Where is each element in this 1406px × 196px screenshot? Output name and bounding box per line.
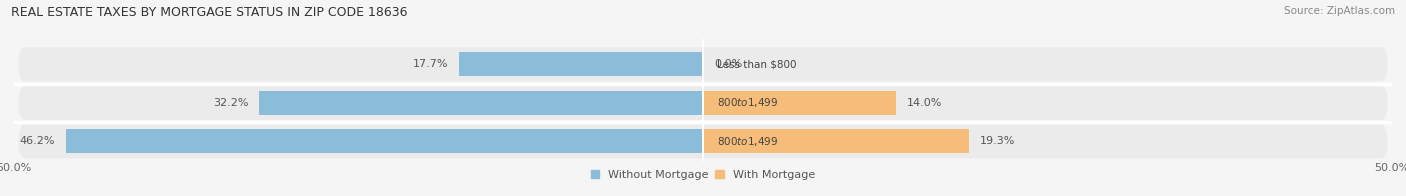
- Bar: [66, 130, 703, 153]
- Bar: [703, 91, 896, 115]
- Text: Less than $800: Less than $800: [717, 59, 796, 69]
- Text: $800 to $1,499: $800 to $1,499: [717, 135, 778, 148]
- Text: Source: ZipAtlas.com: Source: ZipAtlas.com: [1284, 6, 1395, 16]
- Text: 14.0%: 14.0%: [907, 98, 942, 108]
- Text: 0.0%: 0.0%: [714, 59, 742, 69]
- Legend: Without Mortgage, With Mortgage: Without Mortgage, With Mortgage: [588, 167, 818, 182]
- Bar: [259, 91, 703, 115]
- FancyBboxPatch shape: [18, 47, 1388, 81]
- Text: 17.7%: 17.7%: [412, 59, 449, 69]
- FancyBboxPatch shape: [18, 124, 1388, 158]
- Text: REAL ESTATE TAXES BY MORTGAGE STATUS IN ZIP CODE 18636: REAL ESTATE TAXES BY MORTGAGE STATUS IN …: [11, 6, 408, 19]
- Text: 46.2%: 46.2%: [20, 136, 55, 146]
- Bar: [460, 52, 703, 76]
- Text: $800 to $1,499: $800 to $1,499: [717, 96, 778, 109]
- Text: 32.2%: 32.2%: [212, 98, 249, 108]
- Text: 19.3%: 19.3%: [980, 136, 1015, 146]
- FancyBboxPatch shape: [18, 86, 1388, 120]
- Bar: [703, 130, 969, 153]
